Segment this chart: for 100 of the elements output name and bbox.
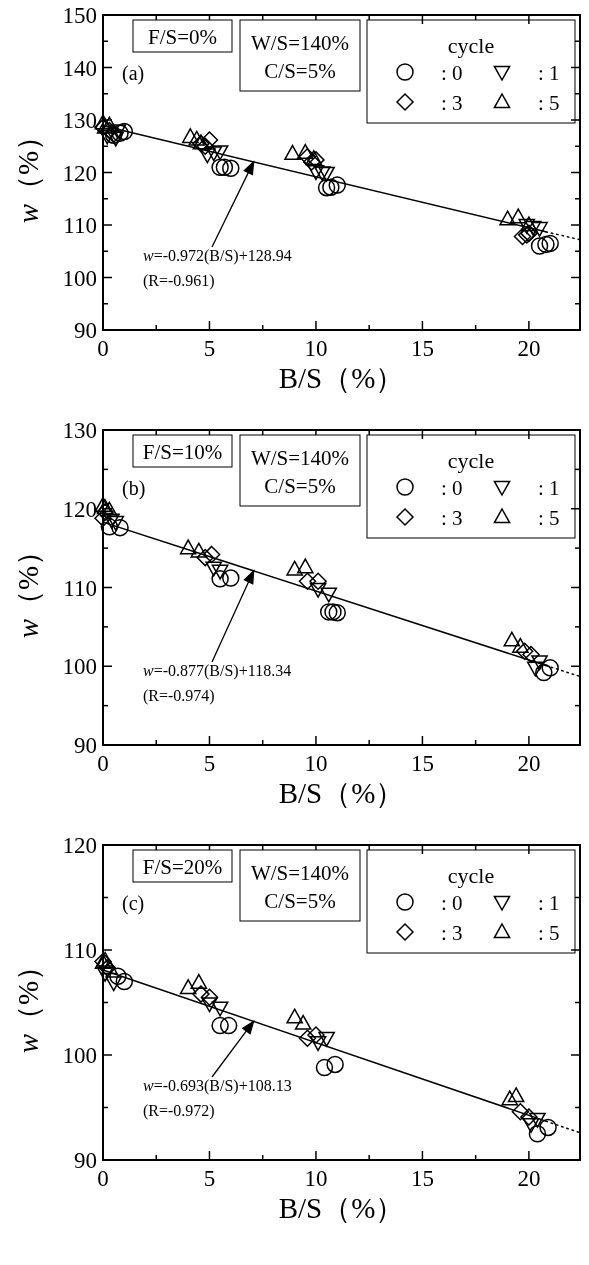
y-tick-label: 110 [63, 938, 97, 963]
point [222, 159, 240, 178]
point [190, 542, 208, 558]
point [196, 137, 214, 155]
point [284, 144, 301, 160]
y-tick-label: 140 [62, 55, 97, 81]
y-tick-label: 130 [62, 108, 97, 133]
x-tick-label: 20 [517, 336, 541, 361]
point [179, 539, 197, 555]
point [298, 1029, 317, 1047]
point [211, 158, 229, 176]
point [302, 153, 321, 171]
point [529, 1112, 546, 1128]
y-tick-label: 120 [62, 496, 97, 522]
y-tick-label: 150 [62, 3, 97, 28]
point [531, 655, 548, 671]
point [322, 178, 340, 196]
point [512, 637, 529, 653]
point [319, 603, 338, 621]
x-tick-label: 20 [517, 1166, 541, 1191]
point [507, 1087, 525, 1103]
point [499, 210, 516, 226]
point [313, 166, 331, 182]
x-axis-title: B/S（%） [278, 362, 405, 394]
legend-label: : 3 [441, 506, 463, 530]
point [298, 148, 317, 166]
point [503, 631, 521, 647]
point [201, 997, 218, 1013]
annotation: w=-0.972(B/S)+128.94 (R=-0.961) [143, 247, 292, 290]
annotation: (a) [122, 62, 145, 85]
legend-label: : 0 [441, 476, 463, 500]
point [320, 587, 338, 603]
y-tick-label: 120 [62, 160, 97, 186]
point [524, 220, 542, 236]
point [105, 976, 122, 992]
point [511, 1102, 530, 1121]
y-tick-label: 110 [63, 213, 97, 238]
y-tick-label: 130 [62, 418, 97, 443]
legend-label: : 5 [538, 91, 560, 115]
y-tick-label: 110 [63, 575, 97, 601]
annotation: F/S=0% [147, 25, 218, 49]
point [202, 545, 221, 564]
x-tick-label: 10 [304, 751, 328, 776]
point [317, 178, 336, 197]
y-tick-label: 90 [74, 1148, 97, 1173]
point [309, 1036, 327, 1052]
point [205, 561, 223, 577]
point [179, 979, 197, 995]
legend-label: : 5 [538, 506, 560, 530]
y-tick-label: 90 [74, 318, 97, 343]
x-tick-label: 15 [410, 336, 434, 361]
x-tick-label: 0 [97, 1166, 109, 1191]
y-tick-label: 100 [62, 654, 97, 680]
point [530, 237, 549, 255]
point [541, 659, 559, 677]
point [328, 176, 346, 194]
x-tick-label: 5 [203, 336, 216, 361]
point [219, 1016, 238, 1035]
point [509, 208, 527, 224]
legend-label: : 0 [441, 61, 463, 85]
point [200, 988, 219, 1006]
point [541, 234, 559, 253]
point [307, 165, 325, 181]
point [309, 582, 327, 598]
point [103, 513, 120, 529]
x-axis-title: B/S（%） [278, 1192, 405, 1224]
x-tick-label: 5 [203, 751, 216, 776]
legend-label: : 1 [538, 891, 560, 915]
point [107, 515, 125, 531]
x-tick-label: 0 [97, 751, 109, 776]
annotation: w=-0.877(B/S)+118.34 (R=-0.974) [143, 662, 292, 705]
point [190, 973, 208, 989]
point [109, 967, 127, 985]
point [539, 1118, 557, 1137]
legend-label: : 1 [538, 61, 560, 85]
point [307, 1026, 325, 1044]
x-tick-label: 10 [304, 1166, 328, 1191]
point [296, 558, 314, 574]
point [94, 509, 112, 527]
point [115, 122, 134, 141]
y-tick-label: 100 [62, 1043, 97, 1068]
point [211, 570, 229, 588]
point [211, 145, 229, 161]
point [528, 1125, 547, 1143]
annotation: (b) [122, 477, 146, 500]
annotation: F/S=20% [142, 855, 223, 879]
x-tick-label: 10 [304, 336, 328, 361]
legend-title: cycle [447, 448, 495, 473]
point [298, 572, 317, 590]
point [198, 148, 216, 164]
point [96, 966, 114, 982]
y-tick-label: 90 [74, 733, 97, 758]
point [211, 1016, 229, 1035]
x-tick-label: 20 [517, 751, 541, 776]
legend-title: cycle [447, 863, 495, 888]
annotation: F/S=10% [142, 440, 223, 464]
point [115, 972, 134, 991]
point [192, 985, 210, 1003]
point [286, 1008, 303, 1024]
x-tick-label: 5 [203, 1166, 216, 1191]
